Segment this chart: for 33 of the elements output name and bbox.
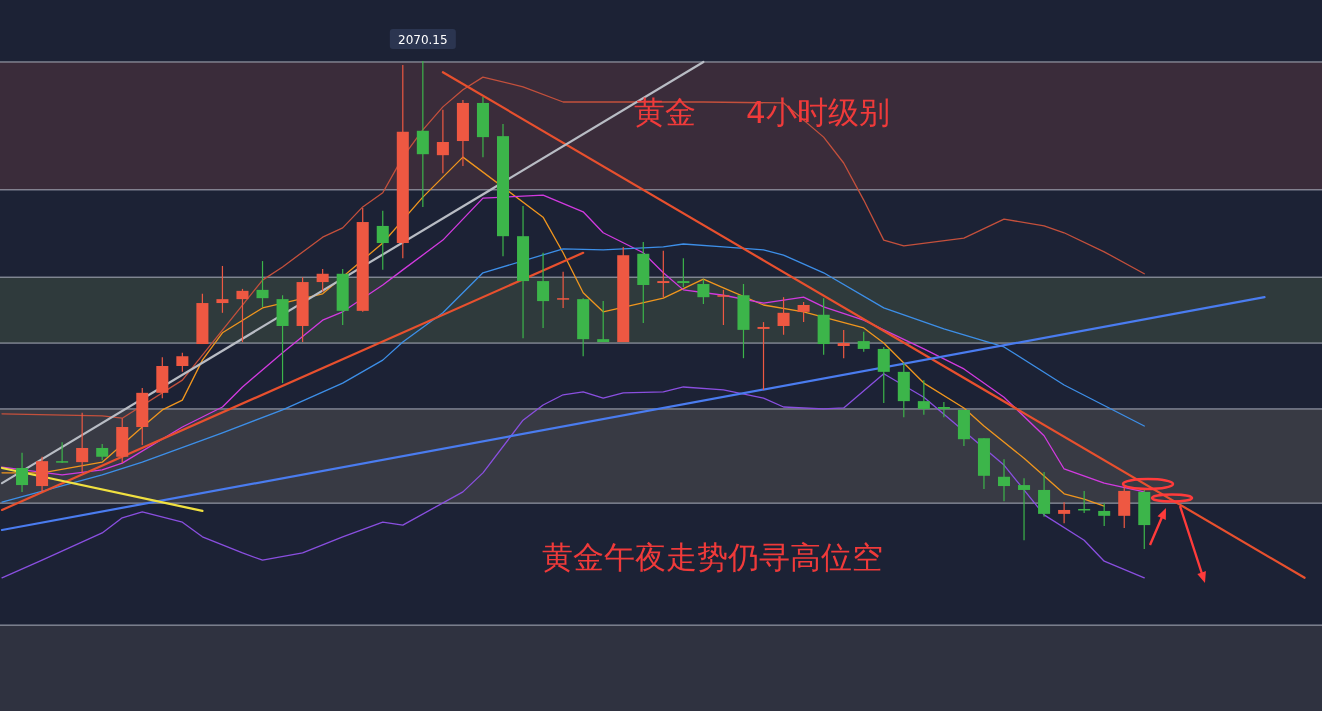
candlestick <box>537 252 550 329</box>
candlestick <box>1058 501 1071 524</box>
candlestick <box>857 331 870 353</box>
candlestick <box>1018 477 1031 541</box>
candlestick <box>597 300 610 343</box>
candlestick <box>917 379 930 416</box>
text: 黄金 4小时级别 <box>634 94 890 130</box>
candlestick <box>316 268 329 293</box>
candlestick <box>797 301 810 323</box>
candlestick <box>236 288 249 343</box>
candlestick <box>697 278 710 305</box>
candlestick <box>376 210 389 271</box>
candlestick <box>777 296 790 336</box>
candlestick <box>1098 502 1111 527</box>
candlestick <box>557 271 570 309</box>
candlestick <box>837 329 850 359</box>
candlestick <box>1038 471 1051 518</box>
candlestick <box>176 352 189 373</box>
candlestick <box>76 412 89 474</box>
candlestick <box>416 60 429 208</box>
candlestick <box>16 452 29 493</box>
candlestick <box>256 260 269 308</box>
candlestick <box>877 346 890 404</box>
candlestick <box>677 257 690 288</box>
annotation: 黄金午夜走势仍寻高位空 <box>541 539 883 575</box>
candlestick <box>216 265 229 314</box>
candlestick <box>937 401 950 418</box>
candlestick <box>657 250 670 298</box>
candlestick <box>717 289 730 326</box>
candlestick <box>997 458 1011 502</box>
candlestick <box>757 321 770 391</box>
candlestick <box>436 109 449 174</box>
annotation: 2070.15 <box>398 33 448 47</box>
